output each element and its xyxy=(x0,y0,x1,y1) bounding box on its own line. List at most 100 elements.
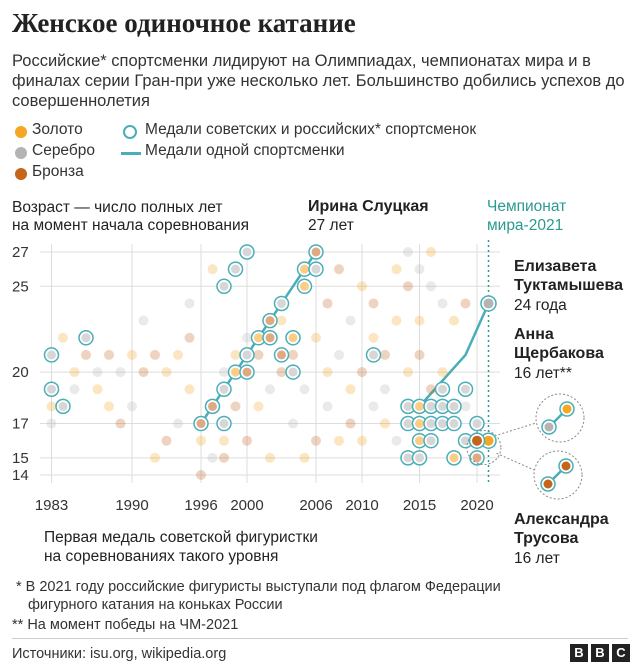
data-point-other xyxy=(69,367,80,378)
y-tick-label: 17 xyxy=(12,416,29,433)
data-point-russian xyxy=(426,436,436,446)
first-medal-label-1: Первая медаль советской фигуристки xyxy=(44,529,318,546)
data-point-other xyxy=(161,435,172,446)
data-point-other xyxy=(161,367,172,378)
data-point-russian xyxy=(415,401,424,411)
legend-line-label: Медали одной спортсменки xyxy=(145,142,345,159)
data-point-russian xyxy=(196,419,206,429)
data-point-russian xyxy=(426,419,436,429)
data-point-other xyxy=(380,418,390,429)
data-point-russian xyxy=(426,401,436,411)
data-point-russian xyxy=(369,350,378,360)
data-point-other xyxy=(460,298,471,309)
data-point-other xyxy=(184,332,195,343)
data-point-russian xyxy=(438,419,447,429)
data-point-other xyxy=(357,367,367,378)
data-point-other xyxy=(150,452,160,463)
data-point-russian xyxy=(47,384,56,394)
x-tick-label: 1996 xyxy=(184,497,217,514)
data-point-russian xyxy=(288,367,298,377)
legend-silver-label: Серебро xyxy=(32,142,95,159)
source-text: Источники: isu.org, wikipedia.org xyxy=(12,646,227,662)
data-point-other xyxy=(81,349,91,360)
data-point-russian xyxy=(81,333,91,343)
data-point-other xyxy=(265,384,275,395)
data-point-other xyxy=(311,435,321,446)
data-point-other xyxy=(322,367,333,378)
zoom-shcherbakova-point xyxy=(544,422,554,432)
x-tick-label: 2010 xyxy=(345,497,378,514)
data-point-russian xyxy=(415,436,424,446)
data-point-russian xyxy=(449,419,459,429)
x-tick-label: 1990 xyxy=(115,497,148,514)
data-point-other xyxy=(253,401,264,412)
data-point-other xyxy=(150,349,160,360)
footnote-2: ** На момент победы на ЧМ-2021 xyxy=(12,617,239,633)
data-point-russian xyxy=(438,401,447,411)
data-point-russian xyxy=(277,350,286,360)
data-point-other xyxy=(334,349,344,360)
data-point-russian xyxy=(254,333,263,343)
x-tick-label: 2020 xyxy=(460,497,493,514)
trusova-name-2: Трусова xyxy=(514,530,579,547)
bbc-logo-letter: B xyxy=(591,644,609,662)
data-point-russian xyxy=(277,298,286,308)
data-point-other xyxy=(460,401,471,412)
data-point-other xyxy=(426,281,436,292)
data-point-other xyxy=(414,315,425,326)
data-point-other xyxy=(196,470,206,480)
legend-line-icon xyxy=(121,152,141,155)
legend-bronze-label: Бронза xyxy=(32,163,84,180)
y-tick-label: 15 xyxy=(12,450,29,467)
data-point-russian xyxy=(415,453,424,463)
cluster-circle xyxy=(466,430,502,466)
data-point-other xyxy=(449,315,459,326)
legend-ring-label: Медали советских и российских* спортсмен… xyxy=(145,121,477,138)
y-tick-label: 27 xyxy=(12,244,29,261)
data-point-other xyxy=(345,384,356,395)
data-point-other xyxy=(184,384,195,395)
data-point-other xyxy=(345,315,356,326)
shcherbakova-age: 16 лет** xyxy=(514,365,572,382)
legend-bronze-dot xyxy=(15,168,27,180)
data-point-russian xyxy=(231,367,240,377)
data-point-russian xyxy=(300,281,309,291)
data-point-other xyxy=(334,435,344,446)
data-point-russian xyxy=(288,333,298,343)
zoom-trusova-point xyxy=(561,461,571,471)
data-point-russian xyxy=(403,453,413,463)
y-tick-label: 20 xyxy=(12,364,29,381)
footnote-1b: фигурного катания на коньках России xyxy=(28,597,283,613)
data-point-other xyxy=(403,247,413,257)
data-point-other xyxy=(368,298,379,309)
first-medal-label-2: на соревнованиях такого уровня xyxy=(44,548,279,565)
footnote-1a: * В 2021 году российские фигуристы высту… xyxy=(16,579,501,595)
data-point-other xyxy=(242,435,252,446)
data-point-other xyxy=(299,384,310,395)
data-point-other xyxy=(380,349,390,360)
data-point-other xyxy=(46,418,57,429)
data-point-other xyxy=(58,332,68,343)
data-point-other xyxy=(391,315,402,326)
y-axis-label-2: на момент начала соревнования xyxy=(12,217,250,234)
data-point-other xyxy=(391,435,402,446)
shcherbakova-name-2: Щербакова xyxy=(514,345,604,362)
zoom-connector-2 xyxy=(496,452,535,471)
data-point-other xyxy=(414,349,425,360)
wc-label-1: Чемпионат xyxy=(487,198,567,215)
data-point-russian xyxy=(311,264,321,274)
zoom-callouts xyxy=(496,393,585,500)
data-point-other xyxy=(219,452,229,463)
data-point-other xyxy=(437,298,448,309)
data-point-other xyxy=(173,349,183,360)
data-point-other xyxy=(138,367,149,378)
data-point-other xyxy=(207,264,218,275)
data-point-russian xyxy=(219,419,229,429)
data-point-other xyxy=(242,332,252,343)
data-point-other xyxy=(311,332,321,343)
shcherbakova-name-1: Анна xyxy=(514,326,554,343)
data-point-russian xyxy=(231,264,240,274)
data-point-russian xyxy=(208,401,217,411)
chart-subtitle: Российские* спортсменки лидируют на Олим… xyxy=(12,52,625,110)
highlight-point xyxy=(483,435,494,446)
